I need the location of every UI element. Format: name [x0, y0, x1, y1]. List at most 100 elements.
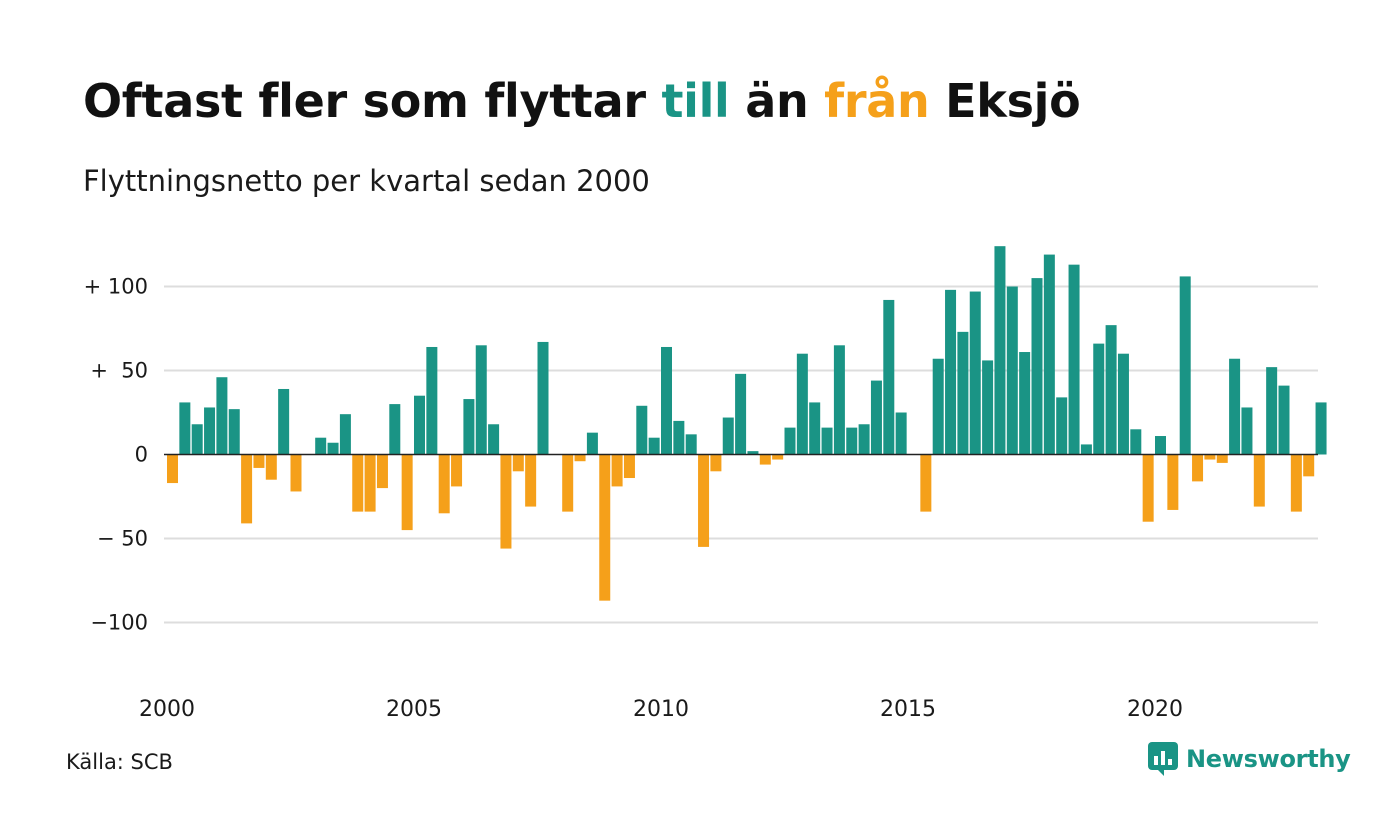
bar-positive — [821, 427, 833, 455]
bar-positive — [1241, 407, 1253, 455]
title-part-3: Eksjö — [929, 74, 1081, 128]
bar-positive — [1117, 353, 1129, 455]
bar-positive — [228, 409, 240, 455]
bar-positive — [1056, 397, 1068, 455]
bar-positive — [463, 399, 475, 455]
bar-positive — [957, 331, 969, 455]
bar-positive — [414, 395, 425, 455]
bar-positive — [661, 346, 672, 455]
bar-positive — [1315, 402, 1327, 455]
x-tick-label: 2015 — [880, 697, 936, 722]
y-tick-label: 0 — [135, 443, 148, 467]
bar-positive — [1155, 436, 1166, 455]
title-negative-word: från — [824, 74, 930, 128]
bar-negative — [525, 454, 537, 507]
y-tick-label: + 100 — [84, 275, 148, 299]
bar-positive — [315, 437, 327, 455]
bar-negative — [1167, 454, 1179, 510]
bar-positive — [747, 451, 759, 455]
bar-negative — [352, 454, 364, 512]
bar-negative — [1253, 454, 1265, 507]
bar-positive — [895, 412, 907, 455]
bar-negative — [574, 454, 586, 462]
bar-positive — [1031, 278, 1043, 455]
y-axis-labels: + 100 + 50 0 − 50 −100 — [84, 275, 148, 635]
source-credit: Källa: SCB — [66, 750, 173, 774]
bar-negative — [772, 454, 784, 460]
bar-negative — [167, 454, 178, 484]
bar-positive — [870, 380, 882, 455]
bar-positive — [216, 377, 228, 455]
bar-negative — [1216, 454, 1228, 463]
bar-positive — [1266, 367, 1278, 455]
bar-positive — [833, 345, 845, 455]
bar-positive — [488, 424, 500, 455]
x-tick-label: 2020 — [1127, 697, 1183, 722]
bar-positive — [1043, 254, 1055, 455]
bar-negative — [1142, 454, 1154, 522]
chart-bars — [167, 246, 1327, 601]
x-tick-label: 2000 — [139, 697, 195, 722]
bar-negative — [759, 454, 771, 465]
bar-positive — [994, 246, 1006, 455]
bar-positive — [339, 414, 351, 455]
bar-positive — [179, 402, 191, 455]
title-part-2: än — [729, 74, 825, 128]
bar-negative — [290, 454, 302, 492]
bar-positive — [685, 434, 697, 455]
y-tick-label: −100 — [90, 611, 148, 635]
brand-name: Newsworthy — [1186, 745, 1351, 773]
title-part-1: Oftast fler som flyttar — [83, 74, 662, 128]
bar-positive — [1006, 286, 1018, 455]
bar-positive — [327, 442, 339, 455]
bar-negative — [265, 454, 277, 480]
bar-negative — [920, 454, 932, 512]
bar-negative — [698, 454, 710, 547]
bar-negative — [1192, 454, 1204, 482]
bar-positive — [389, 404, 401, 455]
bar-negative — [241, 454, 253, 524]
bar-positive — [1019, 352, 1031, 455]
y-tick-label: − 50 — [97, 527, 148, 551]
bar-negative — [364, 454, 376, 512]
x-tick-label: 2010 — [633, 697, 689, 722]
bar-chart: + 100 + 50 0 − 50 −100 2000 2005 2010 2015 2020 — [84, 246, 1327, 722]
bar-positive — [809, 402, 821, 455]
bar-positive — [796, 353, 808, 455]
bar-positive — [883, 299, 895, 455]
bar-positive — [1179, 276, 1191, 455]
bar-negative — [1290, 454, 1302, 512]
brand-logo: Newsworthy — [1148, 742, 1351, 776]
bar-positive — [1130, 429, 1142, 455]
bar-negative — [512, 454, 524, 472]
bar-positive — [475, 345, 487, 455]
bar-positive — [1068, 264, 1080, 455]
bar-negative — [401, 454, 413, 531]
bar-negative — [500, 454, 512, 549]
chart-subtitle: Flyttningsnetto per kvartal sedan 2000 — [83, 164, 650, 198]
bar-negative — [623, 454, 635, 479]
chart-title: Oftast fler som flyttar till än från Eks… — [83, 74, 1081, 128]
bar-positive — [735, 373, 747, 455]
bar-negative — [451, 454, 463, 487]
bar-negative — [1303, 454, 1315, 477]
bar-negative — [1204, 454, 1216, 460]
bar-negative — [599, 454, 611, 601]
bar-positive — [1278, 385, 1290, 455]
bar-positive — [278, 388, 290, 455]
bar-positive — [1093, 343, 1105, 455]
bar-negative — [438, 454, 450, 514]
bar-positive — [636, 405, 648, 455]
bar-positive — [945, 289, 957, 455]
bar-negative — [376, 454, 388, 489]
bar-positive — [191, 424, 203, 455]
bar-positive — [1229, 358, 1241, 455]
bar-positive — [982, 360, 994, 455]
bar-positive — [204, 407, 216, 455]
newsworthy-logo-icon — [1148, 742, 1178, 776]
bar-negative — [611, 454, 623, 487]
title-positive-word: till — [661, 74, 730, 128]
bar-positive — [648, 437, 660, 455]
bar-positive — [722, 417, 734, 455]
bar-positive — [673, 420, 685, 455]
